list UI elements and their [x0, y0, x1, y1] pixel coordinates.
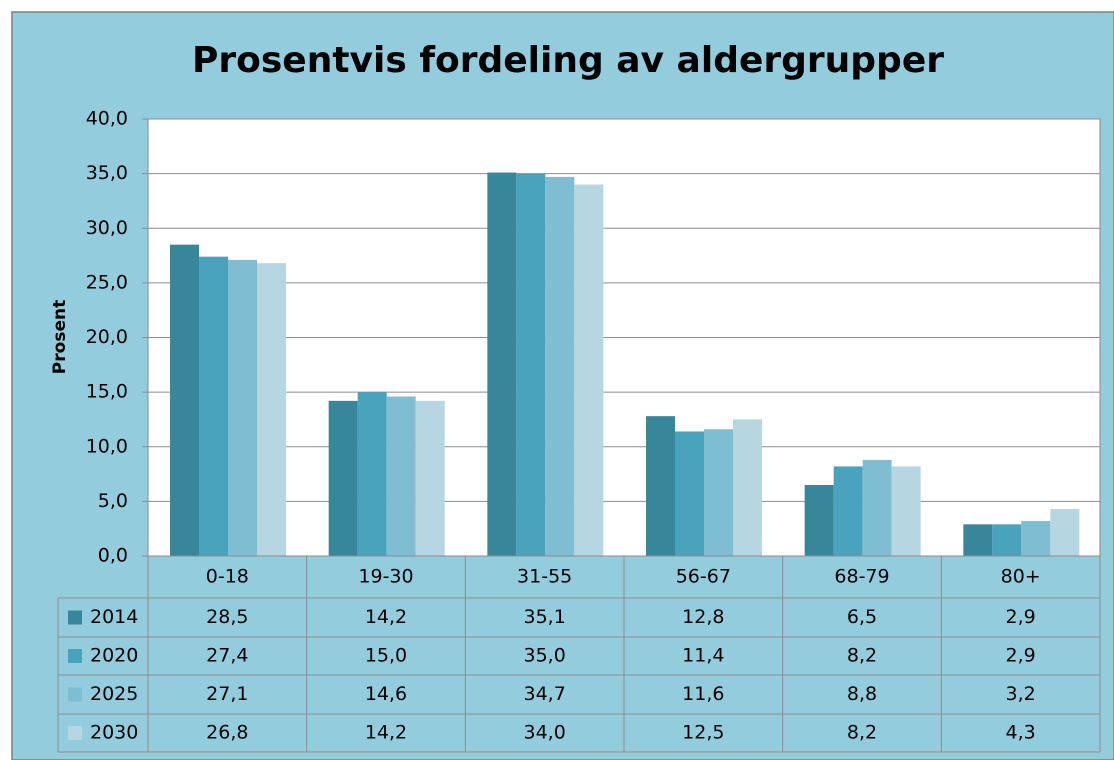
- bar: [228, 259, 257, 556]
- table-cell: 27,4: [206, 645, 248, 667]
- y-tick-label: 35,0: [86, 162, 128, 184]
- bar: [328, 400, 358, 556]
- y-tick-label: 30,0: [86, 217, 128, 239]
- bar: [675, 431, 704, 556]
- table-cell: 8,8: [847, 683, 877, 705]
- table-cell: 2,9: [1006, 606, 1036, 628]
- x-tick-label: 0-18: [206, 566, 249, 588]
- table-cell: 2,9: [1006, 645, 1036, 667]
- table-cell: 34,0: [524, 722, 566, 744]
- legend-swatch: [68, 649, 82, 663]
- chart-title: Prosentvis fordeling av aldergrupper: [192, 40, 944, 81]
- bar: [487, 172, 517, 556]
- table-cell: 4,3: [1006, 722, 1036, 744]
- table-cell: 26,8: [206, 722, 248, 744]
- y-tick-label: 5,0: [98, 490, 128, 512]
- bar: [963, 524, 993, 556]
- bar: [862, 459, 892, 556]
- legend-swatch: [68, 610, 82, 625]
- bar: [1050, 509, 1080, 556]
- table-cell: 12,8: [682, 606, 724, 628]
- bar: [257, 263, 286, 556]
- x-tick-label: 56-67: [676, 566, 731, 588]
- bar: [386, 396, 416, 556]
- bar: [357, 392, 387, 556]
- y-tick-label: 15,0: [86, 381, 128, 403]
- table-cell: 27,1: [206, 683, 248, 705]
- bar: [415, 400, 445, 556]
- table-cell: 28,5: [206, 606, 248, 628]
- table-cell: 11,4: [682, 645, 724, 667]
- bar: [646, 416, 675, 556]
- table-cell: 8,2: [847, 722, 877, 744]
- table-cell: 14,2: [365, 722, 407, 744]
- x-tick-label: 19-30: [358, 566, 413, 588]
- y-tick-label: 20,0: [86, 326, 128, 348]
- legend-label: 2030: [90, 722, 138, 744]
- table-cell: 8,2: [847, 645, 877, 667]
- bar: [545, 176, 575, 556]
- bar: [704, 429, 733, 556]
- table-cell: 12,5: [682, 722, 724, 744]
- bar: [199, 256, 228, 556]
- table-cell: 11,6: [682, 683, 724, 705]
- bar: [733, 419, 762, 556]
- legend-swatch: [68, 687, 82, 702]
- y-tick-label: 40,0: [86, 108, 128, 130]
- bar: [1021, 521, 1051, 556]
- table-cell: 14,6: [365, 683, 407, 705]
- table-cell: 6,5: [847, 606, 877, 628]
- bar: [992, 524, 1022, 556]
- bar: [804, 484, 834, 556]
- bar: [833, 466, 863, 556]
- legend-label: 2014: [90, 606, 138, 628]
- table-cell: 14,2: [365, 606, 407, 628]
- legend-label: 2020: [90, 645, 138, 667]
- y-axis-label: Prosent: [50, 300, 70, 374]
- y-tick-label: 10,0: [86, 435, 128, 457]
- bar: [891, 466, 921, 556]
- table-cell: 3,2: [1006, 683, 1036, 705]
- table-cell: 35,1: [524, 606, 566, 628]
- x-tick-label: 80+: [1001, 566, 1041, 588]
- y-tick-label: 0,0: [98, 545, 128, 567]
- table-cell: 35,0: [524, 645, 566, 667]
- bar: [516, 173, 546, 556]
- legend-label: 2025: [90, 683, 138, 705]
- legend-swatch: [68, 726, 82, 740]
- table-cell: 34,7: [524, 683, 566, 705]
- table-cell: 15,0: [365, 645, 407, 667]
- x-tick-label: 31-55: [517, 566, 572, 588]
- y-tick-label: 25,0: [86, 271, 128, 293]
- bar: [574, 184, 604, 557]
- bar: [170, 244, 199, 556]
- x-tick-label: 68-79: [834, 566, 889, 588]
